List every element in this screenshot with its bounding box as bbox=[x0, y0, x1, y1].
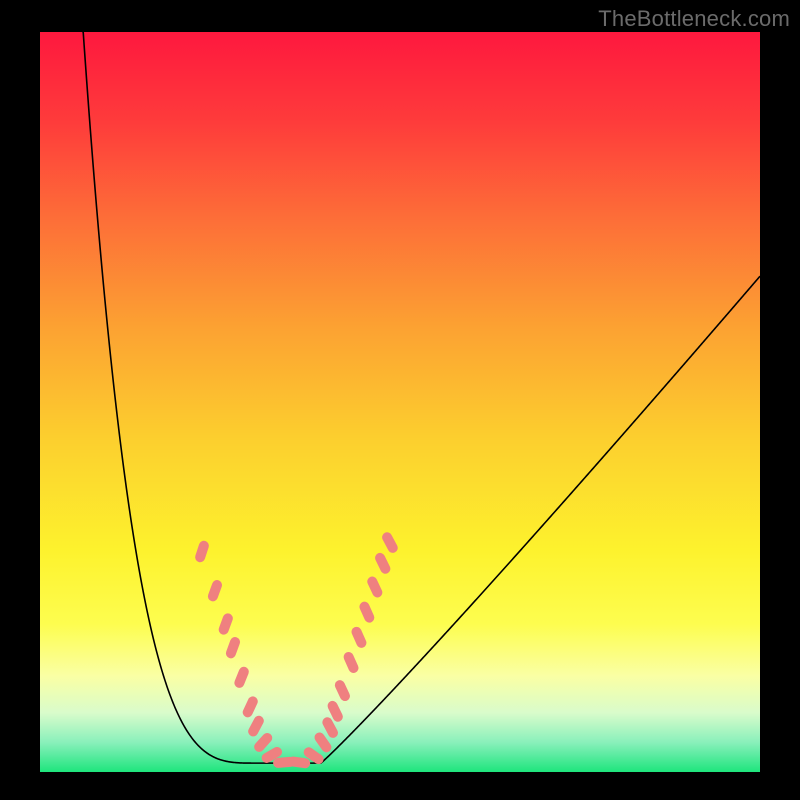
watermark-text: TheBottleneck.com bbox=[598, 6, 790, 32]
chart-container: TheBottleneck.com bbox=[0, 0, 800, 800]
plot-svg bbox=[40, 32, 760, 772]
plot-area bbox=[40, 32, 760, 772]
